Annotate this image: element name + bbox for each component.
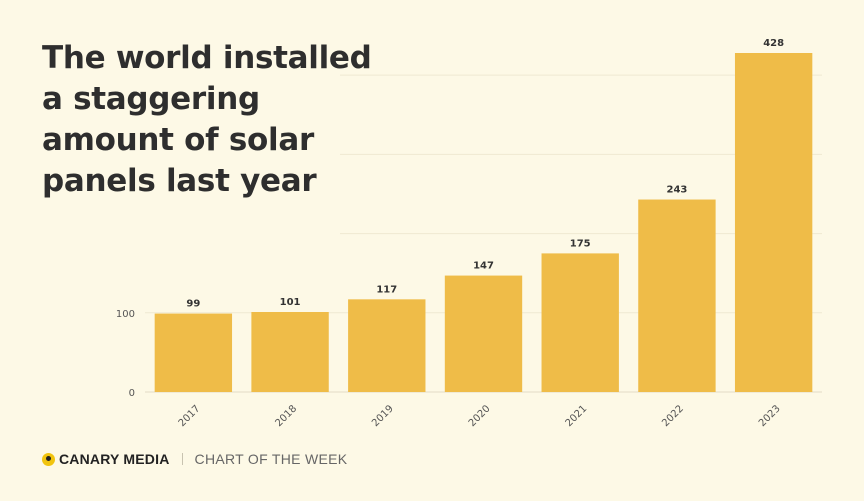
data-label-2023: 428: [763, 38, 784, 49]
bars: [154, 53, 813, 392]
x-tick-label-2017: 2017: [177, 403, 203, 429]
x-tick-label-2018: 2018: [273, 403, 299, 429]
footer-divider: [181, 453, 183, 465]
data-label-2017: 99: [186, 299, 200, 310]
data-label-2021: 175: [570, 238, 591, 249]
x-tick-label-2019: 2019: [370, 403, 396, 429]
data-label-2019: 117: [376, 284, 397, 295]
x-axis-ticks: 2017 2018 2019 2020 2021 2022 2023: [177, 403, 783, 429]
bar-2023: [734, 53, 813, 392]
brand-name: CANARY MEDIA: [59, 451, 170, 467]
bar-2017: [154, 313, 233, 392]
x-tick-label-2022: 2022: [660, 403, 686, 429]
bar-2018: [251, 312, 329, 392]
x-tick-label-2023: 2023: [757, 403, 783, 429]
data-label-2022: 243: [666, 185, 687, 196]
x-tick-label-2021: 2021: [564, 403, 590, 429]
data-labels: 99 101 117 147 175 243 428: [186, 38, 784, 310]
bar-2021: [541, 253, 619, 392]
bar-2022: [638, 199, 716, 392]
y-tick-label: 100: [116, 309, 135, 320]
data-label-2018: 101: [280, 297, 301, 308]
y-tick-label: 0: [129, 388, 135, 399]
bar-2020: [444, 275, 523, 392]
y-axis-ticks: 0 100: [116, 309, 135, 399]
footer: CANARY MEDIA CHART OF THE WEEK: [42, 451, 347, 467]
footer-tagline: CHART OF THE WEEK: [194, 451, 348, 467]
x-tick-label-2020: 2020: [467, 403, 493, 429]
chart-title: The world installed a staggering amount …: [42, 40, 372, 199]
canary-logo-icon: [42, 452, 55, 466]
bar-2019: [348, 299, 426, 392]
data-label-2020: 147: [473, 261, 494, 272]
